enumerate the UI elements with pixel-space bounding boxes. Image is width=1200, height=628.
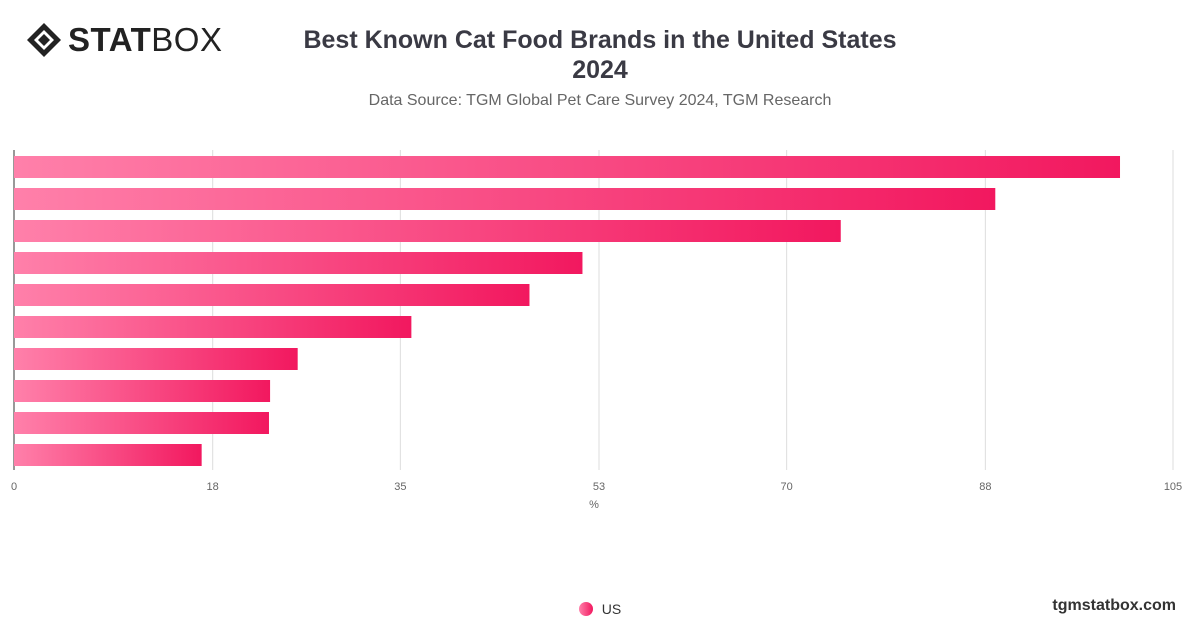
chart-title-line1: Best Known Cat Food Brands in the United…	[303, 26, 897, 54]
statbox-logo: STATBOX	[26, 22, 222, 58]
x-tick-label: 0	[11, 481, 17, 493]
x-tick-label: 18	[207, 481, 219, 493]
x-tick-label: 35	[394, 481, 406, 493]
logo-text-stat: STAT	[68, 21, 152, 58]
bars	[14, 156, 1121, 466]
site-url: tgmstatbox.com	[1052, 597, 1176, 614]
chart-subtitle: Data Source: TGM Global Pet Care Survey …	[368, 92, 832, 109]
bar[interactable]	[14, 156, 1121, 178]
bar[interactable]	[14, 316, 412, 338]
x-tick-label: 88	[979, 481, 991, 493]
statbox-diamond-icon	[27, 23, 61, 57]
legend-label-us: US	[601, 601, 622, 617]
bar[interactable]	[14, 380, 271, 402]
x-tick-label: 53	[593, 481, 605, 493]
x-tick-label: 105	[1164, 481, 1182, 493]
x-axis-ticks: 0 18 35 53 70 88 105	[11, 481, 1182, 493]
x-axis-label: %	[589, 499, 599, 511]
bar[interactable]	[14, 188, 996, 210]
bar[interactable]	[14, 252, 583, 274]
logo-text-box: BOX	[151, 21, 223, 58]
bar[interactable]	[14, 444, 202, 466]
bar[interactable]	[14, 220, 841, 242]
bar[interactable]	[14, 412, 269, 434]
x-tick-label: 70	[781, 481, 793, 493]
legend-marker-us	[578, 602, 593, 616]
chart-title-line2: 2024	[572, 56, 628, 84]
chart-title: Best Known Cat Food Brands in the United…	[0, 25, 1200, 85]
legend[interactable]: US	[0, 601, 1200, 617]
bar[interactable]	[14, 284, 530, 306]
logo-text: STATBOX	[68, 22, 222, 58]
bar[interactable]	[14, 348, 298, 370]
